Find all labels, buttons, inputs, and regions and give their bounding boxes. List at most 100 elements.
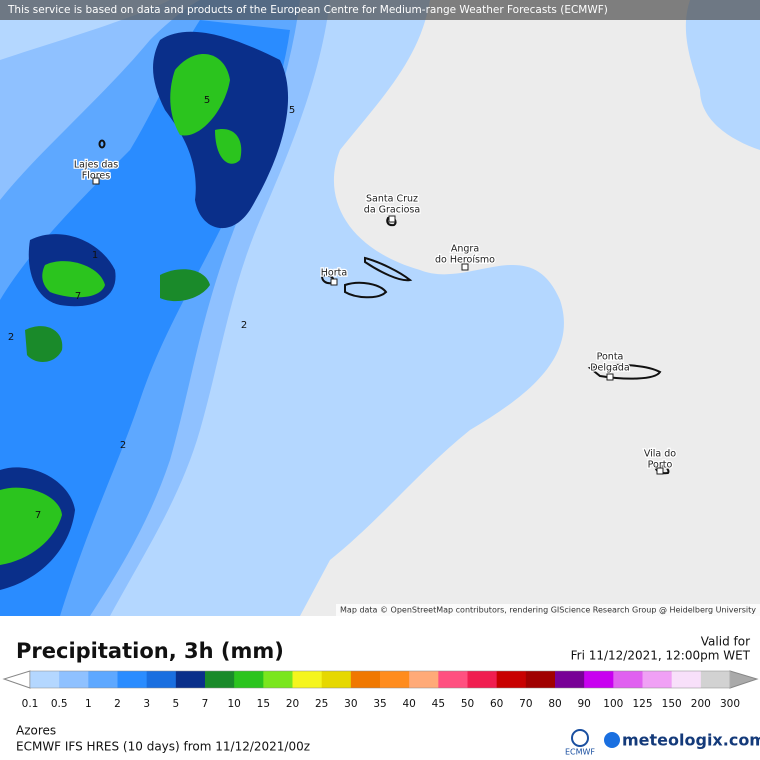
legend-swatch	[613, 671, 643, 688]
legend-swatch	[584, 671, 614, 688]
legend-swatch	[321, 671, 352, 688]
place-label: Vila do	[644, 449, 676, 460]
legend-swatch	[117, 671, 148, 688]
legend-swatch	[88, 671, 118, 688]
banner: This service is based on data and produc…	[7, 4, 608, 16]
place-marker	[656, 467, 664, 475]
place-marker	[461, 263, 469, 271]
legend-swatch	[234, 671, 264, 688]
legend-label: 5	[172, 698, 179, 710]
attribution: Map data © OpenStreetMap contributors, r…	[340, 606, 756, 615]
legend-label: 300	[720, 698, 740, 710]
contour-label: 7	[35, 510, 41, 521]
legend-swatch	[642, 671, 673, 688]
place-label: da Graciosa	[364, 205, 420, 216]
legend-label: 30	[344, 698, 357, 710]
legend-label: 40	[402, 698, 415, 710]
legend-swatch	[292, 671, 323, 688]
legend-swatch	[263, 671, 293, 688]
legend-swatch	[350, 671, 381, 688]
legend-swatch	[700, 671, 731, 688]
legend-swatch	[671, 671, 702, 688]
legend-label: 100	[603, 698, 623, 710]
brand-icon	[604, 732, 620, 748]
legend-swatch	[409, 671, 439, 688]
legend-swatch	[30, 671, 60, 688]
contour-label: 2	[8, 332, 14, 343]
legend-label: 80	[548, 698, 561, 710]
place-label: Santa Cruz	[366, 194, 418, 205]
legend-label: 35	[373, 698, 386, 710]
legend-label: 70	[519, 698, 532, 710]
legend-label: 150	[662, 698, 682, 710]
legend-swatch	[525, 671, 556, 688]
legend-swatch	[146, 671, 177, 688]
place-label: Flores	[82, 171, 110, 182]
legend-label: 200	[691, 698, 711, 710]
attribution-bg	[336, 604, 760, 616]
legend-swatch	[175, 671, 206, 688]
legend-swatch	[555, 671, 585, 688]
legend-label: 60	[490, 698, 503, 710]
map: This service is based on data and produc…	[0, 0, 760, 616]
legend-label: 1	[85, 698, 92, 710]
legend-label: 3	[143, 698, 150, 710]
model: ECMWF IFS HRES (10 days) from 11/12/2021…	[16, 740, 310, 754]
place-marker	[330, 278, 338, 286]
precip-area	[685, 0, 760, 150]
legend-label: 45	[432, 698, 445, 710]
place-marker	[388, 215, 396, 223]
valid-label: Valid for	[701, 635, 750, 649]
title: Precipitation, 3h (mm)	[16, 639, 284, 663]
legend-label: 10	[227, 698, 240, 710]
place-marker	[92, 177, 100, 185]
contour-label: 1	[92, 250, 98, 261]
legend-label: 0.1	[22, 698, 39, 710]
contour-label: 5	[289, 105, 295, 116]
legend-swatch	[380, 671, 410, 688]
legend-swatch	[496, 671, 527, 688]
precip-area	[42, 261, 105, 298]
legend-swatch	[59, 671, 89, 688]
legend-swatch	[467, 671, 498, 688]
place-label: Delgada	[590, 363, 630, 374]
place-label: Lajes das	[74, 160, 118, 171]
legend-arrow-left	[2, 670, 31, 689]
legend-arrow-right	[729, 670, 759, 689]
legend-label: 25	[315, 698, 328, 710]
precip-area	[215, 129, 242, 164]
place-label: Ponta	[597, 352, 624, 363]
precip-area	[170, 53, 230, 136]
legend-label: 15	[257, 698, 270, 710]
ecmwf-logo: ECMWF	[565, 748, 595, 757]
precip-area	[0, 487, 62, 565]
brand: meteologix.com	[622, 731, 760, 750]
legend-label: 50	[461, 698, 474, 710]
contour-label: 2	[241, 320, 247, 331]
place-label: Porto	[648, 460, 673, 471]
region: Azores	[16, 724, 56, 738]
legend-frame	[29, 670, 731, 689]
contour-label: 5	[204, 95, 210, 106]
legend-label: 2	[114, 698, 121, 710]
place-label: Horta	[321, 268, 347, 279]
legend-label: 125	[632, 698, 652, 710]
valid-time: Fri 11/12/2021, 12:00pm WET	[571, 649, 751, 663]
legend-swatch	[205, 671, 235, 688]
place-label: do Heroísmo	[435, 255, 495, 266]
precip-area	[160, 269, 210, 302]
place-marker	[606, 373, 614, 381]
precip-area	[25, 326, 63, 362]
legend-label: 90	[577, 698, 590, 710]
place-label: Angra	[451, 244, 479, 255]
legend-label: 20	[286, 698, 299, 710]
legend-label: 0.5	[51, 698, 68, 710]
banner-bg	[0, 0, 760, 20]
ecmwf-icon	[571, 729, 589, 747]
legend-label: 7	[202, 698, 209, 710]
contour-label: 7	[75, 291, 81, 302]
legend-swatch	[438, 671, 468, 688]
contour-label: 2	[120, 440, 126, 451]
